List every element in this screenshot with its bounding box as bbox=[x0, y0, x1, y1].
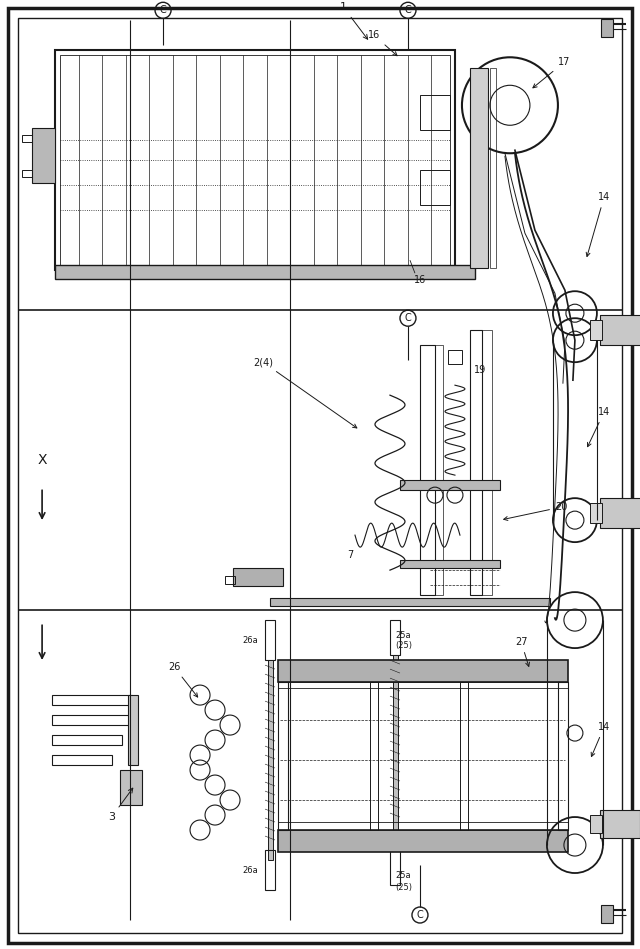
Bar bbox=[600, 315, 640, 345]
Text: 2(4): 2(4) bbox=[253, 357, 357, 428]
Bar bbox=[278, 830, 568, 852]
Bar bbox=[278, 682, 288, 830]
Text: 26a: 26a bbox=[243, 865, 258, 875]
Text: 3: 3 bbox=[108, 789, 132, 822]
Text: 27: 27 bbox=[515, 637, 529, 666]
Bar bbox=[470, 330, 482, 595]
Bar bbox=[270, 598, 550, 606]
Bar bbox=[52, 735, 122, 745]
Bar bbox=[601, 19, 613, 37]
Bar bbox=[601, 905, 613, 923]
Text: 14: 14 bbox=[588, 407, 610, 447]
Text: C: C bbox=[417, 910, 423, 920]
Text: 16: 16 bbox=[368, 30, 397, 56]
Bar bbox=[590, 320, 602, 340]
Text: 14: 14 bbox=[591, 722, 610, 756]
Text: 1: 1 bbox=[340, 2, 367, 39]
Bar bbox=[448, 350, 462, 364]
Bar bbox=[225, 576, 235, 585]
Text: C: C bbox=[404, 6, 412, 15]
Bar bbox=[265, 850, 275, 890]
Bar bbox=[278, 822, 568, 830]
Text: 26: 26 bbox=[168, 662, 198, 697]
Bar bbox=[400, 480, 500, 490]
Bar bbox=[52, 755, 112, 765]
Text: 7: 7 bbox=[347, 550, 353, 560]
Bar bbox=[460, 682, 468, 830]
Text: X: X bbox=[37, 454, 47, 467]
Bar bbox=[393, 655, 398, 835]
Bar bbox=[400, 560, 500, 568]
Bar bbox=[435, 345, 443, 595]
Text: (25): (25) bbox=[395, 641, 412, 650]
Bar bbox=[390, 850, 400, 885]
Bar bbox=[600, 315, 640, 345]
Text: 19: 19 bbox=[474, 365, 486, 375]
Text: 16: 16 bbox=[414, 275, 426, 286]
Bar bbox=[470, 68, 488, 269]
Bar bbox=[22, 136, 32, 142]
Bar bbox=[600, 498, 640, 529]
Bar bbox=[590, 815, 602, 833]
Bar bbox=[52, 716, 132, 725]
Text: 17: 17 bbox=[533, 57, 570, 88]
Bar bbox=[60, 55, 450, 265]
Bar bbox=[558, 682, 568, 830]
Bar bbox=[420, 345, 435, 595]
Bar bbox=[55, 265, 475, 279]
Text: C: C bbox=[404, 313, 412, 324]
Text: 25a: 25a bbox=[395, 870, 411, 880]
Bar bbox=[590, 503, 602, 523]
Bar bbox=[278, 661, 568, 682]
Bar bbox=[600, 810, 640, 838]
Text: 20: 20 bbox=[504, 502, 567, 520]
Bar bbox=[278, 682, 568, 688]
Text: 25a: 25a bbox=[395, 630, 411, 640]
Bar bbox=[52, 695, 132, 705]
Bar bbox=[233, 568, 283, 586]
Bar bbox=[55, 50, 455, 270]
Bar bbox=[268, 661, 273, 860]
Bar bbox=[22, 170, 32, 177]
Bar bbox=[482, 330, 492, 595]
Bar bbox=[420, 170, 450, 205]
Text: (25): (25) bbox=[395, 883, 412, 891]
Text: 26a: 26a bbox=[243, 636, 258, 644]
Bar bbox=[265, 620, 275, 661]
Text: C: C bbox=[159, 6, 166, 15]
Bar bbox=[390, 620, 400, 655]
Bar bbox=[128, 695, 138, 765]
Bar bbox=[370, 682, 378, 830]
Text: 14: 14 bbox=[586, 193, 610, 256]
Bar bbox=[120, 770, 142, 805]
Bar bbox=[32, 128, 55, 183]
Bar bbox=[490, 68, 496, 269]
Bar bbox=[420, 95, 450, 130]
